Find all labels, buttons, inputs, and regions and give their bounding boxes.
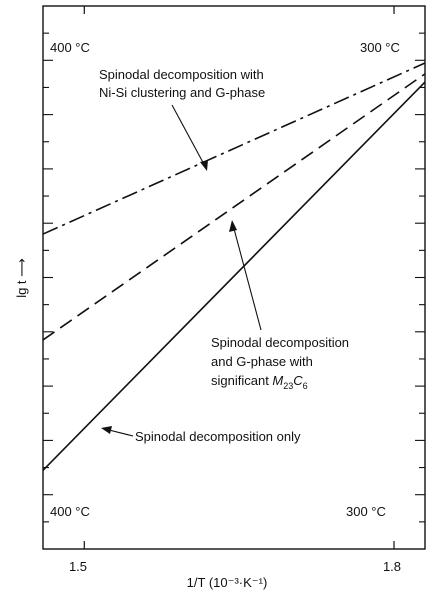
annotation-middle-arrowhead: [229, 220, 237, 232]
y-axis-label: lg t ⟶: [14, 258, 29, 298]
series-layer: [42, 62, 426, 471]
x-axis-label: 1/T (10⁻³·K⁻¹): [187, 575, 268, 590]
series-line-solid: [42, 81, 426, 471]
series-line-dash-dot: [42, 62, 426, 235]
x-ticks: [83, 6, 395, 549]
annotation-middle-line2: and G-phase with: [211, 354, 313, 369]
annotation-bottom: Spinodal decomposition only: [101, 426, 301, 444]
annotation-bottom-line1: Spinodal decomposition only: [135, 429, 301, 444]
annotation-top-line2: Ni-Si clustering and G-phase: [99, 85, 265, 100]
annotation-middle-line1: Spinodal decomposition: [211, 335, 349, 350]
annotation-bottom-arrowhead: [101, 426, 112, 434]
temp-label-top-left: 400 °C: [50, 40, 90, 55]
series-line-dashed: [42, 73, 426, 341]
x-tick-label: 1.5: [69, 559, 87, 574]
annotation-top-pointer: [171, 104, 207, 169]
annotation-top: Spinodal decomposition with Ni-Si cluste…: [99, 67, 265, 171]
annotation-middle-line3: significant M23C6: [211, 373, 308, 391]
temp-label-bottom-right: 300 °C: [346, 504, 386, 519]
y-ticks: [43, 32, 425, 523]
annotation-top-line1: Spinodal decomposition with: [99, 67, 264, 82]
temp-label-bottom-left: 400 °C: [50, 504, 90, 519]
x-tick-label: 1.8: [383, 559, 401, 574]
temp-label-top-right: 300 °C: [360, 40, 400, 55]
annotation-middle-pointer: [232, 224, 262, 331]
annotation-top-arrowhead: [200, 160, 208, 171]
annotation-middle: Spinodal decomposition and G-phase with …: [211, 220, 349, 391]
